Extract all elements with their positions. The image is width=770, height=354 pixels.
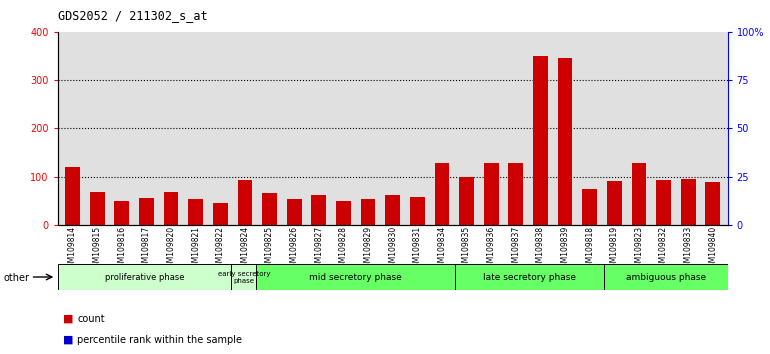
Bar <box>410 197 425 225</box>
Bar <box>189 199 203 225</box>
FancyBboxPatch shape <box>232 264 256 290</box>
Bar <box>557 58 572 225</box>
FancyBboxPatch shape <box>58 264 232 290</box>
Text: ■: ■ <box>63 335 74 345</box>
Text: count: count <box>77 314 105 324</box>
Bar <box>164 192 179 225</box>
Bar <box>508 163 524 225</box>
Text: mid secretory phase: mid secretory phase <box>309 273 402 281</box>
Bar <box>360 199 376 225</box>
Bar <box>139 198 154 225</box>
Bar <box>336 201 351 225</box>
Bar <box>607 181 621 225</box>
Bar <box>115 201 129 225</box>
Bar <box>286 199 302 225</box>
Text: ■: ■ <box>63 314 74 324</box>
FancyBboxPatch shape <box>256 264 455 290</box>
Text: GDS2052 / 211302_s_at: GDS2052 / 211302_s_at <box>58 9 207 22</box>
Bar <box>65 167 80 225</box>
Bar <box>434 163 450 225</box>
FancyBboxPatch shape <box>455 264 604 290</box>
Text: other: other <box>4 273 30 283</box>
Bar <box>385 195 400 225</box>
Text: ambiguous phase: ambiguous phase <box>625 273 705 281</box>
Text: proliferative phase: proliferative phase <box>105 273 184 281</box>
Bar <box>459 177 474 225</box>
Bar <box>213 203 228 225</box>
Bar <box>656 181 671 225</box>
Text: late secretory phase: late secretory phase <box>483 273 576 281</box>
Bar <box>484 163 499 225</box>
Bar <box>705 182 720 225</box>
Bar <box>237 181 253 225</box>
Bar <box>262 193 277 225</box>
Bar <box>311 195 326 225</box>
FancyBboxPatch shape <box>604 264 728 290</box>
Bar <box>631 163 646 225</box>
Text: percentile rank within the sample: percentile rank within the sample <box>77 335 242 345</box>
Bar <box>681 179 695 225</box>
Text: early secretory
phase: early secretory phase <box>218 270 270 284</box>
Bar <box>90 192 105 225</box>
Bar <box>533 56 548 225</box>
Bar <box>582 189 597 225</box>
